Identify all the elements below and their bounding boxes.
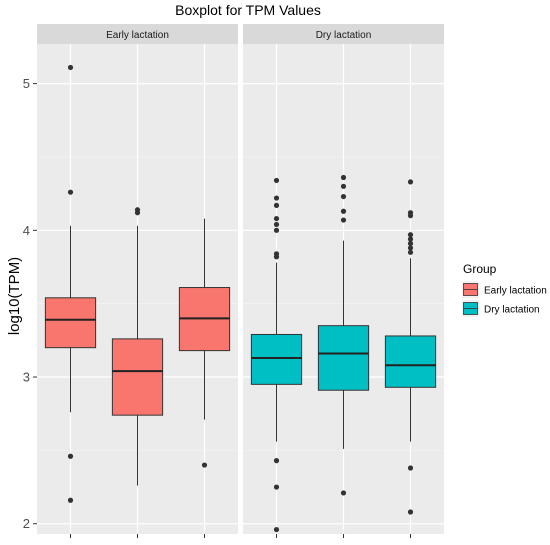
- legend-entry: Dry lactation: [462, 300, 540, 317]
- outlier-point: [407, 249, 414, 255]
- box-3: [178, 218, 231, 538]
- outlier-point: [273, 484, 280, 490]
- outlier-point: [67, 64, 74, 71]
- outlier-point: [407, 509, 414, 515]
- outlier-point: [407, 240, 414, 247]
- facet-panel: Dry lactation: [243, 24, 444, 538]
- outlier-point: [273, 458, 280, 464]
- y-axis: 2 3 4 5: [23, 76, 37, 531]
- outlier-point: [340, 193, 347, 200]
- outlier-point: [273, 254, 280, 260]
- legend-title: Group: [463, 262, 497, 276]
- outlier-point: [67, 189, 74, 195]
- facet-strip-label: Dry lactation: [316, 30, 372, 41]
- facet-strip-label: Early lactation: [106, 30, 169, 41]
- outlier-point: [273, 195, 280, 201]
- legend: Group Early lactation Dry lactation: [462, 262, 547, 317]
- box-3: [384, 179, 437, 538]
- legend-label: Dry lactation: [484, 305, 540, 316]
- outlier-point: [67, 497, 74, 503]
- outlier-point: [67, 453, 74, 459]
- outlier-point: [407, 465, 414, 471]
- outlier-point: [340, 174, 347, 181]
- y-tick-label: 3: [23, 370, 30, 385]
- facet-strip: [243, 24, 444, 44]
- outlier-point: [201, 462, 208, 468]
- outlier-point: [273, 227, 280, 233]
- box-2: [317, 174, 370, 538]
- outlier-point: [407, 245, 414, 251]
- outlier-point: [273, 526, 280, 533]
- facet-panels: Early lactation Dry lactation: [37, 24, 444, 538]
- box-1: [250, 177, 303, 538]
- outlier-point: [340, 217, 347, 223]
- legend-entry: Early lactation: [462, 281, 547, 298]
- chart-title: Boxplot for TPM Values: [175, 2, 321, 18]
- box-iqr: [317, 325, 370, 391]
- legend-label: Early lactation: [484, 286, 547, 297]
- outlier-point: [273, 202, 280, 208]
- box-2: [111, 207, 164, 538]
- outlier-point: [273, 215, 280, 222]
- outlier-point: [273, 221, 280, 228]
- y-tick-label: 5: [23, 76, 30, 91]
- box-iqr: [250, 333, 303, 385]
- outlier-point: [340, 183, 347, 189]
- facet-strip: [37, 24, 238, 44]
- box-iqr: [44, 297, 97, 349]
- facet-panel: Early lactation: [37, 24, 238, 538]
- outlier-point: [407, 179, 414, 185]
- outlier-point: [407, 213, 414, 219]
- y-axis-label: log10(TPM): [6, 257, 23, 335]
- outlier-point: [134, 210, 141, 216]
- y-tick-label: 4: [23, 223, 30, 238]
- outlier-point: [273, 177, 280, 184]
- outlier-point: [407, 236, 414, 242]
- outlier-point: [407, 232, 414, 238]
- y-tick-label: 2: [23, 516, 30, 531]
- outlier-point: [340, 490, 347, 496]
- box-1: [44, 64, 97, 538]
- outlier-point: [340, 208, 347, 214]
- box-iqr: [111, 338, 164, 416]
- box-iqr: [384, 335, 437, 388]
